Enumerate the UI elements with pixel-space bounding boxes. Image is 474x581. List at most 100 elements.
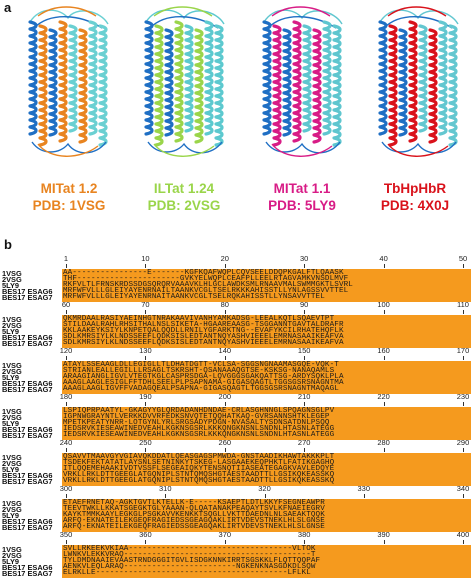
position-tick-label: 250	[139, 438, 152, 447]
position-tick-mark	[304, 310, 306, 314]
alignment-block: 1 10 20 30 40 50 1VSG AA----------------E------…	[0, 254, 474, 303]
sequence-name: 5LY9	[2, 281, 19, 291]
sequence-alignment: 1 10 20 30 40 50 1VSG AA----------------E------…	[0, 254, 474, 581]
loop-strand	[37, 6, 97, 17]
helix	[292, 20, 302, 143]
alignment-row: 2VSG LWNKVLEKKVRAQ-----------------------…	[0, 551, 474, 561]
position-tick-label: 30	[300, 254, 309, 263]
helix	[204, 20, 214, 136]
sequence-name: BES17 ESAG6	[2, 425, 53, 435]
position-tick-label: 240	[59, 438, 73, 447]
position-tick-label: 300	[59, 484, 73, 493]
structure-2vsg	[136, 4, 232, 164]
position-tick-label: 180	[59, 392, 73, 401]
position-tick-label: 320	[258, 484, 271, 493]
position-tick-label: 360	[139, 530, 152, 539]
alignment-row: BES17 ESAG6 MRFWFVLLLGLEIYAYENRNAILTAANKV…	[0, 287, 474, 297]
sequence-residues: LSPIQPRPAATYL-GKAGYYGLQRDADANHDNDAE-CRLA…	[62, 407, 471, 416]
sequence-residues: ATAYLSSEAAGLDLLEGIGLLTLDHATDGTT-VCLSA-SG…	[62, 361, 471, 370]
sequence-name: BES17 ESAG7	[2, 569, 53, 579]
sequence-name: BES17 ESAG7	[2, 523, 53, 533]
sequence-name: 5LY9	[2, 419, 19, 429]
helix	[428, 28, 438, 144]
alignment-row: BES17 ESAG7 SDLKMRSIYLKLNDSSEEFLQDKSISLED…	[0, 339, 474, 349]
alignment-row: 1VSG AA----------------E-------KGFKQAFWQP…	[0, 269, 474, 278]
sequence-residues: AAAGLAAGLESIGLFFTDHLSEELPLPSAPNAMA-GIGAS…	[62, 379, 471, 389]
sequence-residues: VRKLLRKLDTTGEEGLATGQNIPLSTNTQMQSHGTAESTA…	[62, 471, 471, 481]
loop-strand	[29, 9, 109, 25]
structure-4x0j	[370, 4, 466, 164]
position-tick-mark	[66, 356, 67, 360]
caption-name: MITat 1.1	[273, 181, 331, 196]
position-tick-mark	[463, 540, 464, 544]
position-tick-label: 60	[61, 300, 71, 309]
structure-5ly9	[254, 4, 350, 164]
sequence-residues: ARFQ-EKNATEILEKGEQFRAGIEDSSGEAGQAKLIRTVD…	[62, 523, 471, 533]
alignment-row: BES17 ESAG7 IEDSRVKIESEAWINEDVEAHLKGKNSGS…	[0, 431, 474, 441]
position-tick-label: 80	[220, 300, 229, 309]
sequence-residues: VRKLLRKLDTTGEEGLATGQNIPLSTNTQMQSHGTAESTA…	[62, 477, 471, 487]
sequence-name: BES17 ESAG7	[2, 385, 53, 395]
sequence-name: BES17 ESAG7	[2, 477, 53, 487]
sequence-residues: KKLAAKEYKSIYLKNPETQALQQDLLRNILYGFARKTNG-…	[62, 327, 471, 337]
position-tick-label: 120	[59, 346, 73, 355]
helix	[378, 20, 388, 136]
alignment-row: 5LY9 ITLQQEMEHAAKIVDTVSSFLSEGEAIQKYTENSNQ…	[0, 465, 474, 475]
sequence-name: 5LY9	[2, 465, 19, 475]
sequence-name: BES17 ESAG6	[2, 471, 53, 481]
position-tick-label: 340	[456, 484, 470, 493]
ribbon-svg	[28, 6, 109, 157]
alignment-row: 1VSG ETAEFRNETAQ-AGKTGVTLKTELLK-E-----KSA…	[0, 499, 474, 508]
alignment-block: 120 130 140 150 160 170 1VSG ATAYLSSEAAGLDLLEGI…	[0, 346, 474, 395]
caption-name: ILTat 1.24	[153, 181, 215, 196]
caption-2vsg: ILTat 1.24 PDB: 2VSG	[125, 180, 243, 214]
helix	[418, 24, 428, 133]
sequence-residues: SVLLRKEEKVKIAA--------------------------…	[62, 545, 471, 554]
alignment-row: 2VSG IGPNWGRAYNTLVERKKDVVRFEDKSNVQTETQQHA…	[0, 413, 474, 423]
alignment-row: 2VSG THF----------------------GVKYELWQPLC…	[0, 275, 474, 285]
ribbon-svg	[262, 6, 343, 157]
position-tick-mark	[66, 310, 67, 314]
position-tick-label: 270	[297, 438, 311, 447]
helix	[58, 20, 68, 143]
helix	[194, 28, 204, 144]
sequence-residues: ETAEFRNETAQ-AGKTGVTLKTELLK-E-----KSAEPTL…	[62, 499, 471, 508]
position-tick-mark	[224, 540, 226, 544]
position-tick-label: 40	[379, 254, 388, 263]
loop-strand	[31, 141, 107, 154]
helix	[272, 24, 282, 147]
helix	[78, 28, 88, 144]
position-tick-label: 90	[300, 300, 309, 309]
sequence-name: 2VSG	[2, 275, 22, 285]
position-tick-label: 380	[297, 530, 311, 539]
helix	[282, 28, 292, 137]
helix	[38, 24, 48, 147]
sequence-residues: LWNKVLEKKVRAQ---------------------------…	[62, 551, 471, 561]
sequence-name: 2VSG	[2, 505, 22, 515]
position-tick-mark	[224, 264, 226, 268]
position-tick-mark	[383, 402, 385, 406]
position-tick-label: 20	[220, 254, 229, 263]
position-tick-label: 150	[297, 346, 311, 355]
sequence-residues: THF----------------------GVKYELWQPLCEAFP…	[62, 275, 471, 285]
position-tick-mark	[66, 448, 67, 452]
caption-pdb: PDB: 4X0J	[380, 198, 450, 213]
loop-strand	[379, 9, 459, 25]
sequence-residues: IGPNWGRAYNTLVERKKDVVRFEDKSNVQTETQQHATKAQ…	[62, 413, 471, 423]
loop-strand	[265, 141, 341, 154]
helix	[154, 24, 164, 147]
sequence-residues: TEEVTWKLLKKATSGEGKTGLYAAAN-QLQATANAKPEAQ…	[62, 505, 471, 515]
helix	[312, 28, 322, 144]
sequence-residues: MPETKPEATYNRR-LOTGYNLYRLSRGSADYPDGN-NVAS…	[62, 419, 471, 429]
alignment-row: BES17 ESAG7 VRKLLRKLDTTGEEGLATGQNIPLSTNTQ…	[0, 477, 474, 487]
position-tick-mark	[304, 540, 306, 544]
sequence-residues: ITLQQEMEHAAKIVDTVSSFLSEGEAIQKYTENSNQTIIA…	[62, 465, 471, 475]
helix	[438, 20, 448, 136]
position-tick-mark	[383, 310, 385, 314]
caption-pdb: PDB: 5LY9	[268, 198, 336, 213]
sequence-residues: RKFVLTLFRNSKRDSSDGSQRQRVAAAVKLHLGCLAWDKS…	[62, 281, 471, 291]
alignment-row: 5LY9 TYLDMDNAAIEVAASTRNDGGGITGVLISDGKNNKI…	[0, 557, 474, 567]
alignment-row: 5LY9 KAYKTMMKAAYLEGKGLPSGKAVVKENKKTSQGLLV…	[0, 511, 474, 521]
position-tick-mark	[224, 356, 226, 360]
sequence-residues: KAYKTMMKAAYLEGKGLPSGKAVVKENKKTSQGLLVKTTD…	[62, 511, 471, 521]
